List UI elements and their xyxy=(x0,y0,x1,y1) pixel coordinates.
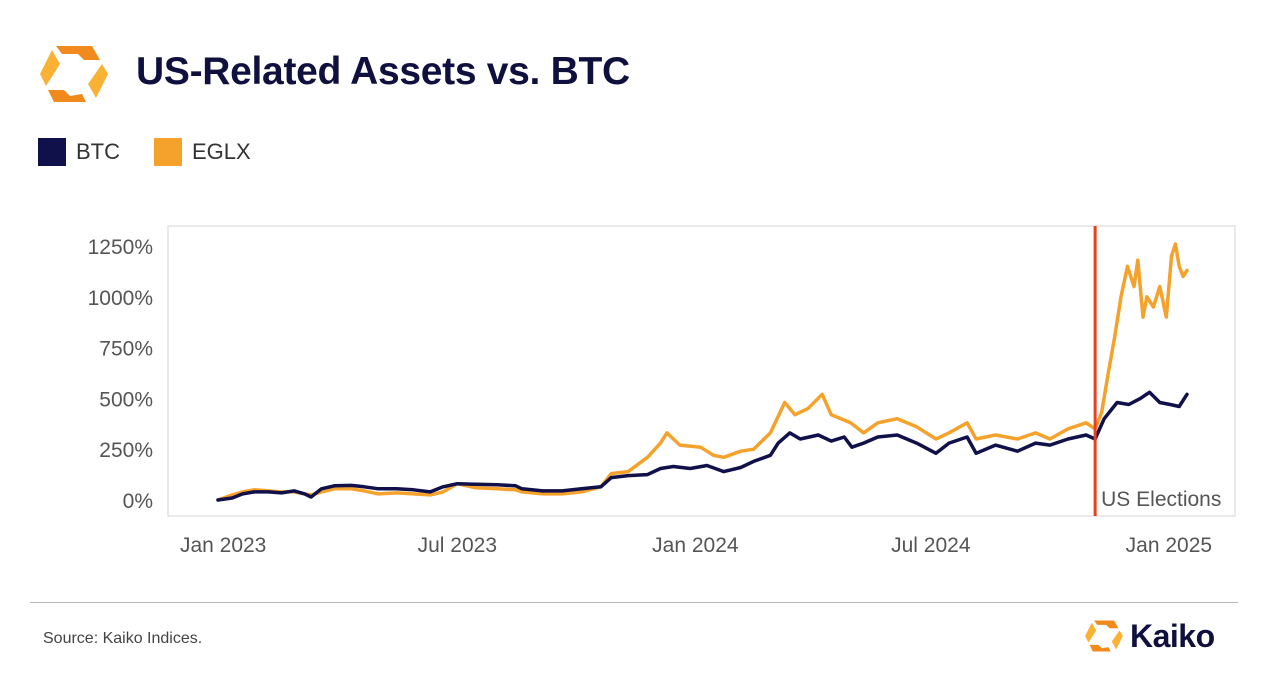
logo-segment-left xyxy=(40,50,60,86)
legend-item-btc: BTC xyxy=(38,138,120,166)
logo-segment-top xyxy=(56,46,100,60)
legend-swatch-eglx xyxy=(154,138,182,166)
x-tick-label: Jan 2025 xyxy=(1126,534,1212,557)
logo-segment-right xyxy=(88,64,108,98)
y-tick-label: 750% xyxy=(99,338,153,361)
footer-brand: Kaiko xyxy=(1084,616,1215,656)
chart-area: 0% 250% 500% 750% 1000% 1250% Jan 2023 Jul 2023… xyxy=(88,225,1236,557)
series-line-eglx xyxy=(216,242,1189,502)
kaiko-brand-icon xyxy=(1085,620,1123,652)
chart-legend: BTC EGLX xyxy=(38,138,285,166)
x-tick-label: Jan 2023 xyxy=(180,534,266,557)
y-tick-label: 250% xyxy=(99,439,153,462)
y-tick-label: 0% xyxy=(123,490,153,513)
legend-label-eglx: EGLX xyxy=(192,139,251,164)
x-tick-label: Jul 2024 xyxy=(891,534,971,557)
logo-segment-bottom xyxy=(48,90,86,102)
y-tick-label: 1250% xyxy=(88,236,153,259)
brand-name: Kaiko xyxy=(1130,617,1215,654)
y-tick-label: 500% xyxy=(99,388,153,411)
source-note: Source: Kaiko Indices. xyxy=(43,630,203,647)
legend-label-btc: BTC xyxy=(76,139,120,164)
y-tick-label: 1000% xyxy=(88,287,153,310)
legend-item-eglx: EGLX xyxy=(154,138,251,166)
us-elections-label: US Elections xyxy=(1101,488,1221,511)
footer-divider xyxy=(30,602,1238,603)
kaiko-logo xyxy=(40,46,108,102)
x-tick-label: Jul 2023 xyxy=(418,534,497,557)
page-title: US-Related Assets vs. BTC xyxy=(136,50,630,93)
series-line-btc xyxy=(216,390,1189,502)
x-tick-label: Jan 2024 xyxy=(652,534,739,557)
legend-swatch-btc xyxy=(38,138,66,166)
line-chart: 0% 250% 500% 750% 1000% 1250% Jan 2023 Jul 2023… xyxy=(88,225,1236,557)
plot-frame xyxy=(167,225,1236,517)
